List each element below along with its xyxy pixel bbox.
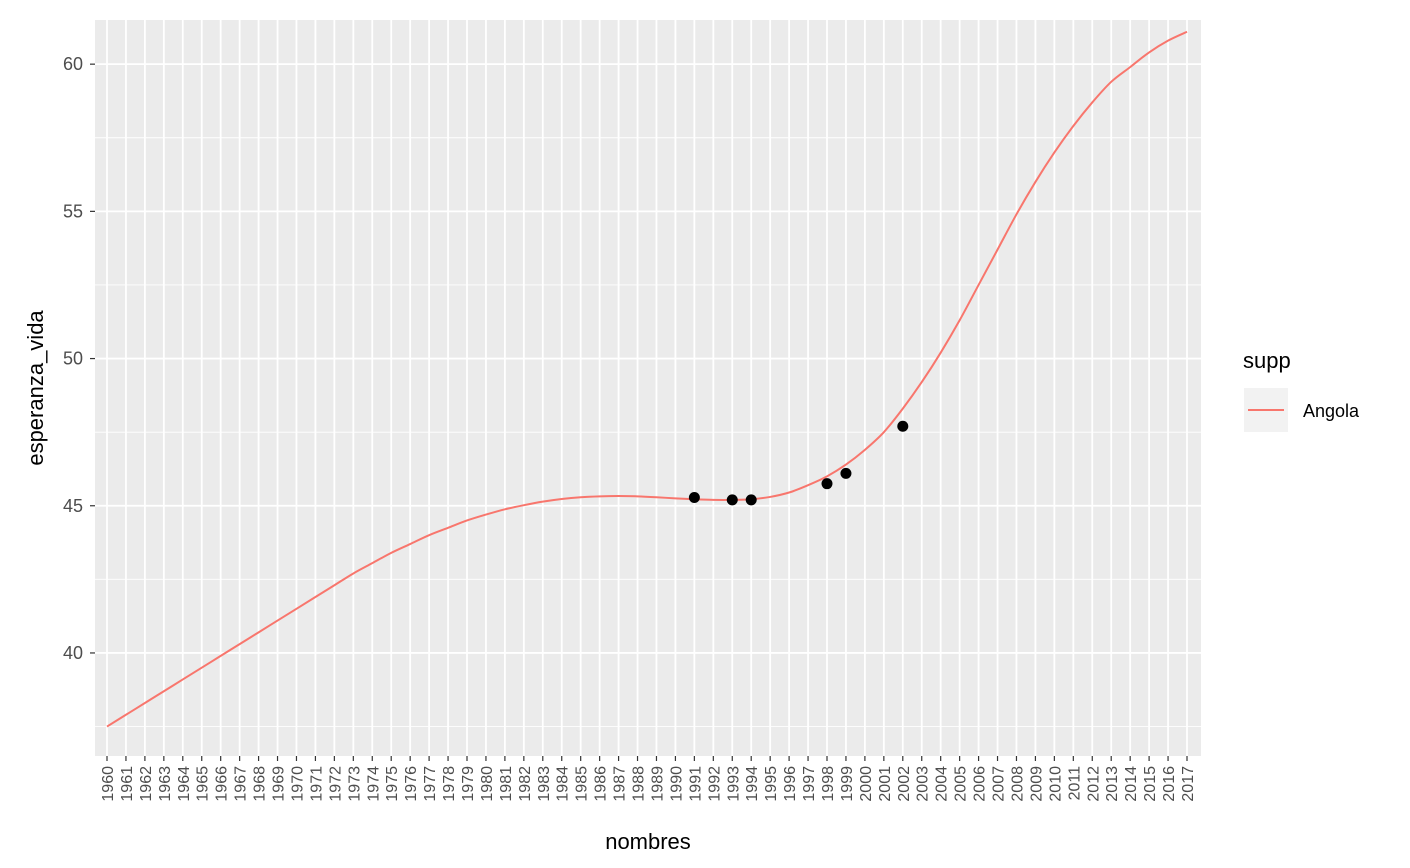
- data-point: [688, 492, 700, 504]
- x-tick-label: 1997: [801, 766, 818, 802]
- x-tick-label: 1992: [706, 766, 723, 802]
- x-tick-label: 2013: [1104, 766, 1121, 802]
- x-tick-label: 1971: [308, 766, 325, 802]
- x-tick-label: 1993: [725, 766, 742, 802]
- x-tick-label: 1991: [687, 766, 704, 802]
- x-tick-label: 2004: [934, 766, 951, 802]
- y-tick-label: 45: [63, 496, 83, 516]
- x-tick-label: 2017: [1180, 766, 1197, 802]
- y-tick-label: 55: [63, 201, 83, 221]
- x-axis-ticks: 1960 1961 1962 1963 1964 1965 1966 1967 1968 1969…: [100, 756, 1197, 802]
- x-tick-label: 2015: [1142, 766, 1159, 802]
- x-tick-label: 1964: [176, 766, 193, 802]
- x-tick-label: 1987: [612, 766, 629, 802]
- x-tick-label: 1970: [289, 766, 306, 802]
- x-tick-label: 2014: [1123, 766, 1140, 802]
- x-tick-label: 1985: [574, 766, 591, 802]
- legend-title: supp: [1243, 348, 1291, 373]
- y-axis-title: esperanza_vida: [23, 310, 48, 466]
- x-tick-label: 1982: [517, 766, 534, 802]
- x-tick-label: 1968: [252, 766, 269, 802]
- x-tick-label: 1988: [631, 766, 648, 802]
- data-points: [688, 420, 909, 506]
- x-tick-label: 1981: [498, 766, 515, 802]
- data-point: [745, 494, 757, 506]
- x-tick-label: 1963: [157, 766, 174, 802]
- x-tick-label: 2011: [1066, 766, 1083, 801]
- x-tick-label: 1974: [365, 766, 382, 802]
- x-tick-label: 1965: [195, 766, 212, 802]
- x-tick-label: 1983: [536, 766, 553, 802]
- x-tick-label: 2000: [858, 766, 875, 802]
- data-point: [897, 420, 909, 432]
- x-tick-label: 1975: [384, 766, 401, 802]
- x-tick-label: 1979: [460, 766, 477, 802]
- x-tick-label: 1998: [820, 766, 837, 802]
- x-tick-label: 1969: [271, 766, 288, 802]
- x-tick-label: 2002: [896, 766, 913, 802]
- legend: supp Angola: [1243, 348, 1360, 432]
- x-tick-label: 1984: [555, 766, 572, 802]
- x-tick-label: 2012: [1085, 766, 1102, 802]
- legend-label-angola: Angola: [1303, 401, 1360, 421]
- x-tick-label: 1980: [479, 766, 496, 802]
- x-tick-label: 2001: [877, 766, 894, 802]
- x-tick-label: 1977: [422, 766, 439, 802]
- x-tick-label: 1999: [839, 766, 856, 802]
- x-tick-label: 1976: [403, 766, 420, 802]
- grid-major: [95, 20, 1201, 756]
- y-axis-ticks: 40 45 50 55 60: [63, 54, 95, 663]
- x-tick-label: 1960: [100, 766, 117, 802]
- x-tick-label: 1972: [327, 766, 344, 802]
- x-tick-label: 1990: [668, 766, 685, 802]
- series-line-angola: [106, 30, 1188, 728]
- x-tick-label: 1986: [593, 766, 610, 802]
- x-tick-label: 1966: [214, 766, 231, 802]
- x-tick-label: 1962: [138, 766, 155, 802]
- x-tick-label: 1967: [233, 766, 250, 802]
- x-tick-label: 1973: [346, 766, 363, 802]
- y-tick-label: 50: [63, 349, 83, 369]
- data-point: [726, 494, 738, 506]
- x-tick-label: 2016: [1161, 766, 1178, 802]
- x-tick-label: 2003: [915, 766, 932, 802]
- x-tick-label: 1996: [782, 766, 799, 802]
- x-tick-label: 1978: [441, 766, 458, 802]
- x-tick-label: 2005: [953, 766, 970, 802]
- x-tick-label: 2007: [991, 766, 1008, 802]
- x-tick-label: 1995: [763, 766, 780, 802]
- x-axis-title: nombres: [605, 829, 691, 854]
- x-tick-label: 2008: [1009, 766, 1026, 802]
- y-tick-label: 40: [63, 643, 83, 663]
- x-tick-label: 1994: [744, 766, 761, 802]
- x-tick-label: 1961: [119, 766, 136, 802]
- x-tick-label: 2009: [1028, 766, 1045, 802]
- x-tick-label: 2006: [972, 766, 989, 802]
- y-tick-label: 60: [63, 54, 83, 74]
- x-tick-label: 1989: [649, 766, 666, 802]
- data-point: [821, 478, 833, 490]
- x-tick-label: 2010: [1047, 766, 1064, 802]
- data-point: [840, 467, 852, 479]
